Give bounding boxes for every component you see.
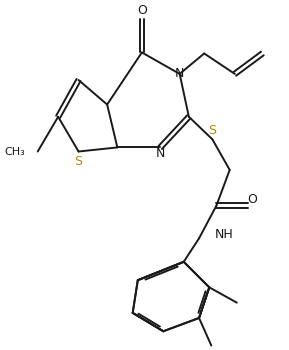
Text: S: S (208, 124, 216, 136)
Text: CH₃: CH₃ (5, 147, 25, 156)
Text: O: O (247, 193, 257, 206)
Text: N: N (155, 147, 165, 160)
Text: NH: NH (214, 228, 233, 241)
Text: O: O (137, 4, 147, 17)
Text: N: N (175, 68, 184, 80)
Text: S: S (75, 155, 83, 168)
